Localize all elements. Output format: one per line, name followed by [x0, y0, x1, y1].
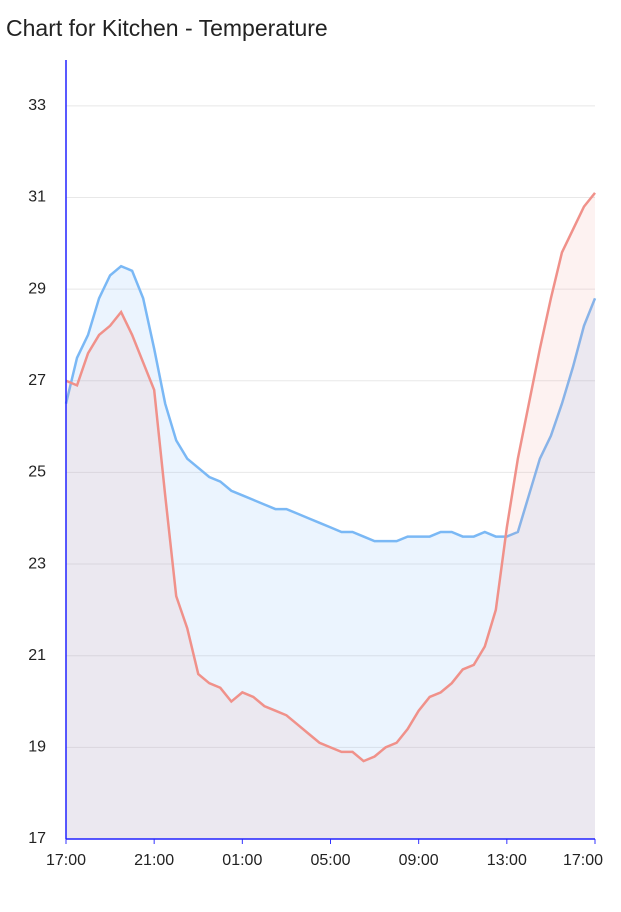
chart-title: Chart for Kitchen - Temperature [6, 15, 328, 41]
y-tick-label: 25 [28, 464, 46, 481]
y-tick-label: 33 [28, 97, 46, 114]
y-tick-label: 27 [28, 372, 46, 389]
area-fill [66, 192, 595, 839]
x-tick-label: 21:00 [134, 852, 174, 869]
x-tick-label: 17:00 [46, 852, 86, 869]
x-tick-label: 09:00 [399, 852, 439, 869]
y-tick-label: 17 [28, 830, 46, 847]
x-tick-label: 13:00 [487, 852, 527, 869]
y-tick-label: 31 [28, 189, 46, 206]
x-tick-label: 17:00 [563, 852, 603, 869]
y-tick-label: 29 [28, 280, 46, 297]
y-tick-label: 19 [28, 739, 46, 756]
line [65, 192, 596, 763]
x-tick-label: 01:00 [222, 852, 262, 869]
y-tick-label: 23 [28, 555, 46, 572]
y-tick-label: 21 [28, 647, 46, 664]
x-tick-label: 05:00 [310, 852, 350, 869]
area-fill [66, 266, 595, 839]
